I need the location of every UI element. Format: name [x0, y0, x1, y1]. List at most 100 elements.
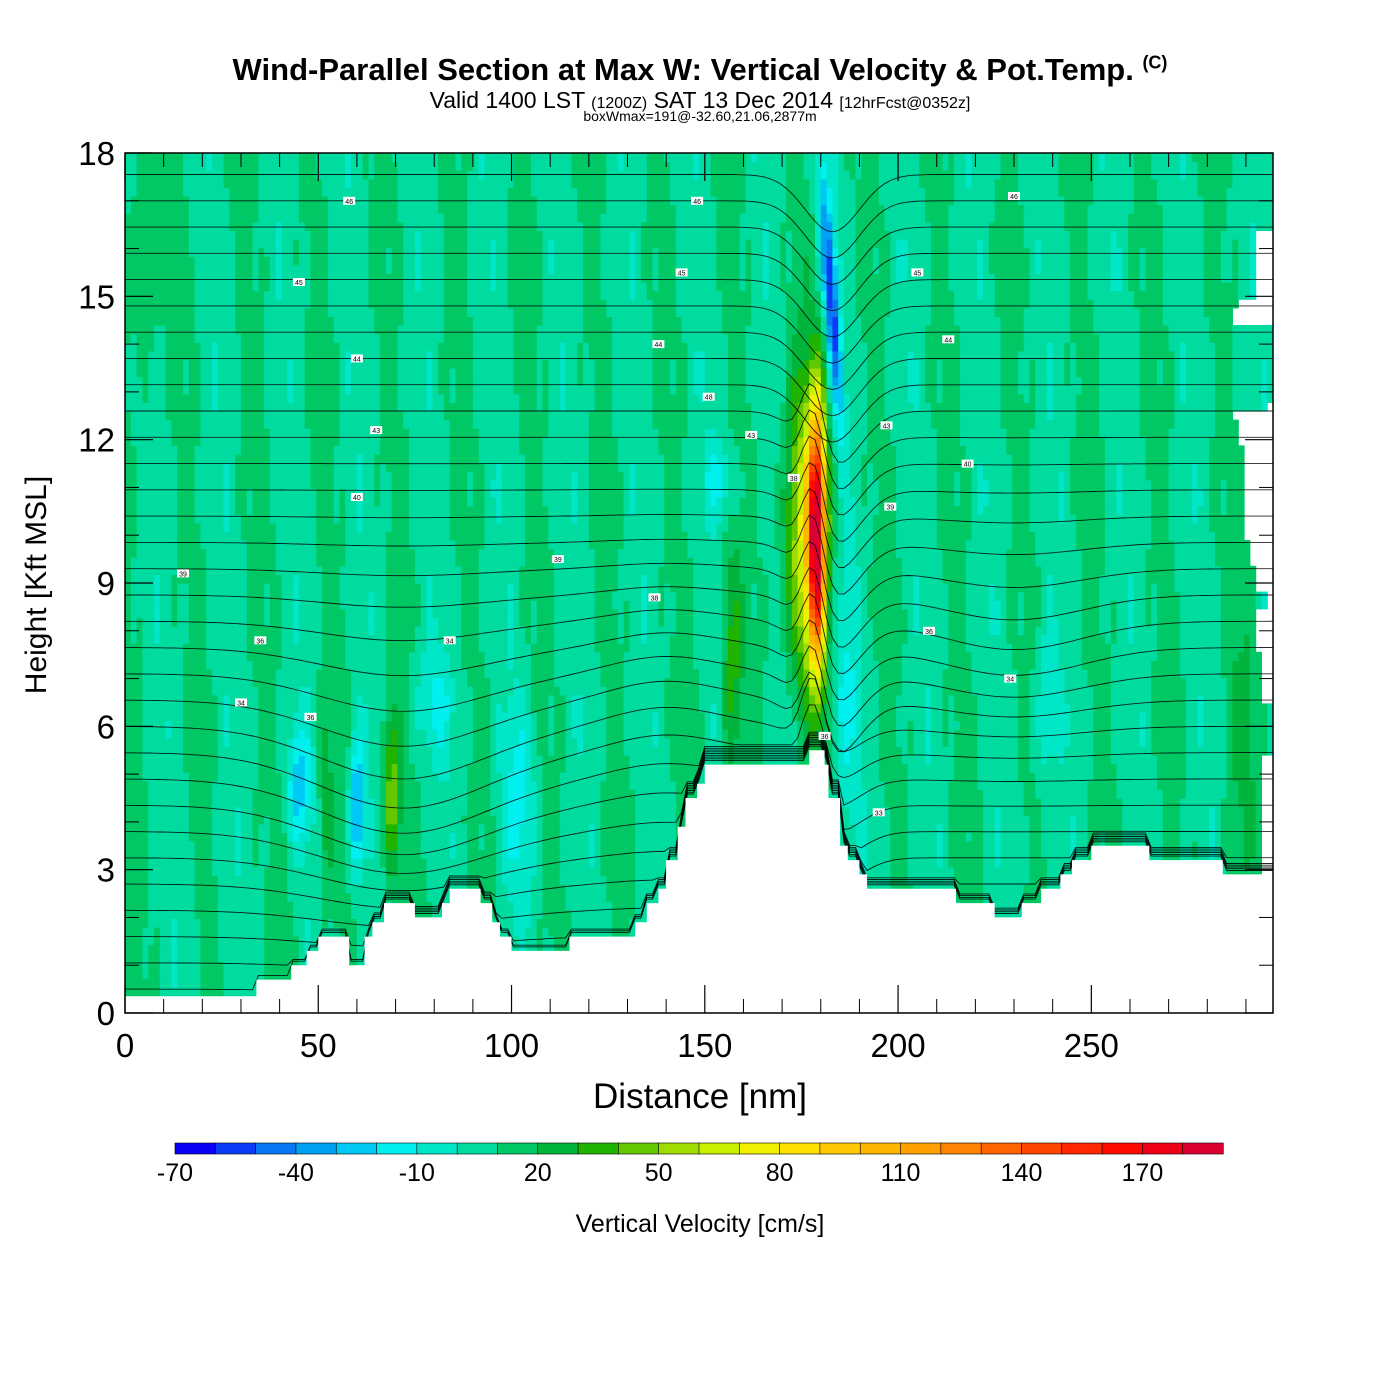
velocity-cell — [1180, 651, 1222, 661]
velocity-cell — [484, 832, 497, 842]
velocity-cell — [693, 643, 723, 653]
velocity-cell — [687, 402, 729, 412]
velocity-cell — [1099, 419, 1141, 429]
velocity-cell — [983, 462, 1013, 472]
velocity-cell — [333, 471, 358, 481]
velocity-cell — [803, 677, 810, 687]
velocity-cell — [183, 729, 219, 739]
velocity-cell — [258, 729, 277, 739]
velocity-cell — [797, 626, 804, 636]
velocity-cell — [1162, 359, 1175, 369]
velocity-cell — [148, 892, 196, 902]
velocity-cell — [125, 944, 143, 954]
velocity-cell — [1209, 445, 1245, 455]
velocity-cell — [600, 677, 625, 687]
velocity-cell — [1081, 548, 1106, 558]
velocity-cell — [878, 677, 903, 687]
velocity-cell — [293, 393, 306, 403]
velocity-cell — [565, 712, 572, 722]
velocity-cell — [1087, 669, 1112, 679]
velocity-cell — [304, 393, 341, 403]
velocity-cell — [554, 557, 596, 567]
velocity-cell — [339, 402, 381, 412]
velocity-cell — [815, 651, 822, 661]
velocity-cell — [890, 815, 909, 825]
velocity-cell — [786, 497, 793, 507]
velocity-cell — [612, 359, 654, 369]
velocity-cell — [803, 720, 810, 730]
velocity-cell — [1197, 462, 1210, 472]
velocity-cell — [722, 600, 729, 610]
velocity-cell — [409, 540, 457, 550]
velocity-cell — [432, 694, 451, 704]
velocity-cell — [351, 755, 364, 765]
velocity-cell — [125, 849, 149, 859]
velocity-cell — [919, 600, 949, 610]
velocity-cell — [838, 325, 845, 335]
velocity-cell — [345, 651, 387, 661]
velocity-cell — [896, 505, 938, 515]
velocity-cell — [513, 763, 526, 773]
velocity-cell — [449, 436, 480, 446]
velocity-cell — [449, 651, 462, 661]
velocity-cell — [345, 660, 387, 670]
velocity-cell — [733, 548, 741, 558]
velocity-cell — [872, 634, 909, 644]
velocity-cell — [797, 505, 804, 515]
velocity-cell — [409, 746, 433, 756]
velocity-cell — [125, 299, 196, 309]
velocity-cell — [797, 540, 804, 550]
velocity-cell — [177, 591, 190, 601]
velocity-cell — [629, 643, 671, 653]
velocity-cell — [832, 557, 845, 567]
velocity-cell — [861, 454, 897, 464]
velocity-cell — [380, 763, 387, 773]
velocity-cell — [507, 780, 526, 790]
velocity-cell — [1070, 849, 1077, 859]
velocity-cell — [385, 832, 399, 842]
velocity-cell — [490, 789, 503, 799]
velocity-cell — [548, 729, 555, 739]
velocity-cell — [327, 729, 352, 739]
velocity-cell — [159, 952, 172, 962]
velocity-cell — [194, 488, 225, 498]
velocity-cell — [142, 376, 149, 386]
velocity-cell — [194, 325, 236, 335]
velocity-cell — [159, 987, 201, 997]
velocity-cell — [438, 729, 445, 739]
velocity-cell — [1162, 299, 1204, 309]
velocity-cell — [600, 780, 630, 790]
velocity-cell — [542, 299, 584, 309]
velocity-cell — [826, 393, 833, 403]
velocity-cell — [490, 712, 497, 722]
velocity-cell — [687, 359, 694, 369]
velocity-cell — [617, 557, 665, 567]
velocity-cell — [896, 694, 926, 704]
velocity-cell — [977, 471, 984, 481]
velocity-cell — [890, 849, 909, 859]
velocity-cell — [641, 600, 648, 610]
velocity-cell — [704, 462, 712, 472]
velocity-cell — [333, 823, 346, 833]
velocity-cell — [1006, 574, 1042, 584]
velocity-cell — [287, 866, 323, 876]
velocity-cell — [606, 703, 625, 713]
velocity-cell — [1058, 643, 1083, 653]
velocity-cell — [322, 832, 335, 842]
velocity-cell — [212, 686, 259, 696]
velocity-cell — [385, 884, 428, 894]
velocity-cell — [577, 497, 590, 507]
velocity-cell — [762, 720, 799, 730]
velocity-cell — [281, 574, 294, 584]
velocity-cell — [930, 290, 955, 300]
velocity-cell — [1162, 376, 1175, 386]
velocity-cell — [820, 565, 828, 575]
velocity-cell — [484, 823, 497, 833]
velocity-cell — [525, 505, 549, 515]
velocity-cell — [1226, 858, 1245, 868]
velocity-cell — [316, 755, 323, 765]
velocity-cell — [275, 565, 323, 575]
velocity-cell — [588, 462, 619, 472]
velocity-cell — [264, 591, 271, 601]
velocity-cell — [1215, 428, 1239, 438]
